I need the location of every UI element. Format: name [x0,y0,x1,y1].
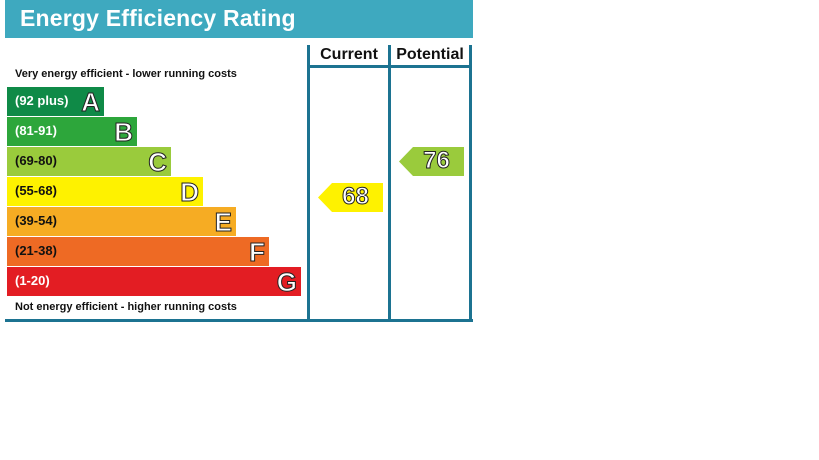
header-divider-potential [388,65,472,68]
frame-bottom-line [5,319,473,322]
band-letter: G [276,267,297,298]
current-rating-value: 68 [342,183,370,211]
band-range-label: (39-54) [15,213,57,228]
band-e: (39-54) E [7,207,236,238]
top-efficiency-note: Very energy efficient - lower running co… [15,68,237,80]
band-range-label: (55-68) [15,183,57,198]
band-range-label: (81-91) [15,123,57,138]
band-letter: D [180,177,200,208]
potential-arrow-shape [399,147,464,176]
band-letter: F [249,237,266,268]
band-b: (81-91) B [7,117,137,148]
band-letter: E [214,207,232,238]
current-column-right-line [388,45,391,322]
band-letter: C [148,147,168,178]
potential-column-header: Potential [396,46,464,63]
bottom-efficiency-note: Not energy efficient - higher running co… [15,301,237,313]
header-divider-current [307,65,391,68]
band-f: (21-38) F [7,237,269,268]
band-d: (55-68) D [7,177,203,208]
band-letter: B [114,117,134,148]
potential-column-right-line [469,45,472,322]
band-range-label: (92 plus) [15,93,69,108]
current-column-left-line [307,45,310,322]
chart-title: Energy Efficiency Rating [20,5,296,31]
current-arrow-shape [318,183,383,212]
band-g: (1-20) G [7,267,301,298]
band-a: (92 plus) A [7,87,104,118]
energy-efficiency-chart: Energy Efficiency Rating Current Potenti… [0,0,475,325]
band-range-label: (69-80) [15,153,57,168]
potential-arrow [399,147,464,176]
band-letter: A [81,87,101,118]
current-arrow [318,183,383,212]
title-bar: Energy Efficiency Rating [5,0,473,38]
band-range-label: (1-20) [15,273,50,288]
band-range-label: (21-38) [15,243,57,258]
current-column-header: Current [320,46,378,63]
band-c: (69-80) C [7,147,171,178]
potential-rating-value: 76 [423,147,451,175]
